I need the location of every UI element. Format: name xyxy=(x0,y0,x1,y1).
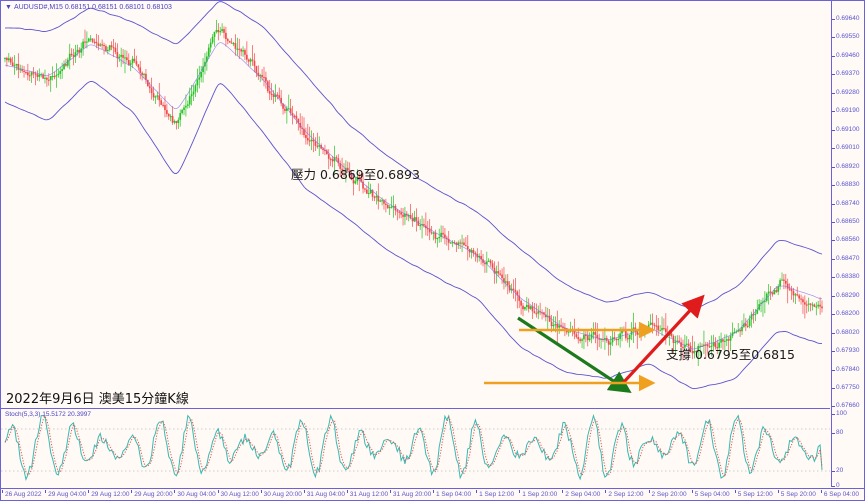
time-axis[interactable]: 26 Aug 2022 29 Aug 04:00 29 Aug 12:00 29 Au… xyxy=(1,488,864,500)
price-axis-tick: 0.69460 xyxy=(832,52,860,60)
stoch-axis-tick: 80 xyxy=(832,429,843,437)
price-axis-tick: 0.69010 xyxy=(832,144,860,152)
price-axis-tick: 0.68020 xyxy=(832,329,860,337)
price-axis-tick: 0.69190 xyxy=(832,107,860,115)
time-axis-tick: 29 Aug 12:00 xyxy=(88,490,130,498)
stoch-axis-tick: 0 xyxy=(832,482,840,490)
time-axis-tick: 1 Sep 04:00 xyxy=(432,490,472,498)
time-axis-tick: 30 Aug 20:00 xyxy=(260,490,302,498)
time-axis-tick: 1 Sep 12:00 xyxy=(476,490,515,498)
price-axis-tick: 0.68200 xyxy=(832,310,860,318)
bollinger-lower-band xyxy=(4,81,823,390)
stochastic-pane[interactable]: Stoch(5,3,3) 15.5172 20.3997 xyxy=(1,408,830,488)
time-axis-tick: 31 Aug 04:00 xyxy=(303,490,346,498)
time-axis-tick: 30 Aug 12:00 xyxy=(217,490,259,498)
price-axis-tick: 0.69370 xyxy=(832,70,860,78)
stochastic-header: Stoch(5,3,3) 15.5172 20.3997 xyxy=(5,411,92,418)
price-axis-tick: 0.67750 xyxy=(832,384,860,392)
time-axis-tick: 26 Aug 2022 xyxy=(2,490,42,498)
price-axis-tick: 0.68740 xyxy=(832,200,860,208)
price-axis-tick: 0.68290 xyxy=(832,292,860,300)
price-axis-tick: 0.68650 xyxy=(832,218,860,226)
bollinger-upper-band xyxy=(4,1,823,310)
time-axis-tick: 29 Aug 20:00 xyxy=(131,490,173,498)
support-annotation: 支撐 0.6795至0.6815 xyxy=(666,347,795,362)
stoch-axis-tick: 100 xyxy=(832,410,847,418)
price-axis-tick: 0.67840 xyxy=(832,366,860,374)
chart-caption: 2022年9月6日 澳美15分鐘K線 xyxy=(6,392,189,407)
price-axis-tick: 0.68560 xyxy=(832,236,860,244)
price-axis-tick: 0.69280 xyxy=(832,89,860,97)
price-axis-tick: 0.68830 xyxy=(832,181,860,189)
price-axis-tick: 0.69550 xyxy=(832,33,860,41)
stoch-k-line xyxy=(4,413,823,481)
time-axis-tick: 5 Sep 12:00 xyxy=(734,490,773,498)
bollinger-middle-band xyxy=(4,42,823,350)
time-axis-tick: 2 Sep 04:00 xyxy=(562,490,601,498)
time-axis-tick: 5 Sep 04:00 xyxy=(691,490,730,498)
downtrend-arrow xyxy=(517,316,632,394)
time-axis-tick: 31 Aug 12:00 xyxy=(346,490,389,498)
price-axis-tick: 0.67930 xyxy=(832,347,860,355)
price-axis-tick: 0.68380 xyxy=(832,273,860,281)
stochastic-svg xyxy=(1,413,830,481)
time-axis-tick: 30 Aug 04:00 xyxy=(174,490,216,498)
price-axis-tick: 0.68470 xyxy=(832,255,860,263)
collapse-icon[interactable]: ▼ xyxy=(5,4,12,11)
time-axis-tick: 5 Sep 20:00 xyxy=(777,490,816,498)
stoch-d-line xyxy=(4,414,823,478)
time-axis-tick: 2 Sep 12:00 xyxy=(605,490,644,498)
symbol-header[interactable]: ▼ AUDUSD#,M15 0.68151 0.68151 0.68101 0.6… xyxy=(5,3,172,12)
price-axis-tick: 0.69100 xyxy=(832,126,860,134)
price-axis-tick: 0.67660 xyxy=(832,402,860,410)
candlestick-series xyxy=(4,19,823,367)
price-axis-tick: 0.69640 xyxy=(832,15,860,23)
time-axis-tick: 2 Sep 20:00 xyxy=(648,490,687,498)
symbol-header-text: AUDUSD#,M15 0.68151 0.68151 0.68101 0.68… xyxy=(13,4,172,11)
resistance-annotation: 壓力 0.6869至0.6893 xyxy=(291,167,420,182)
price-axis[interactable]: 0.69640 0.69550 0.69460 0.69370 0.69280 0.691… xyxy=(831,1,864,490)
stoch-axis-tick: 20 xyxy=(832,467,843,475)
time-axis-tick: 1 Sep 20:00 xyxy=(519,490,558,498)
time-axis-tick: 31 Aug 20:00 xyxy=(389,490,432,498)
time-axis-tick: 6 Sep 04:00 xyxy=(820,490,859,498)
time-axis-tick: 29 Aug 04:00 xyxy=(45,490,87,498)
price-axis-tick: 0.68920 xyxy=(832,163,860,171)
